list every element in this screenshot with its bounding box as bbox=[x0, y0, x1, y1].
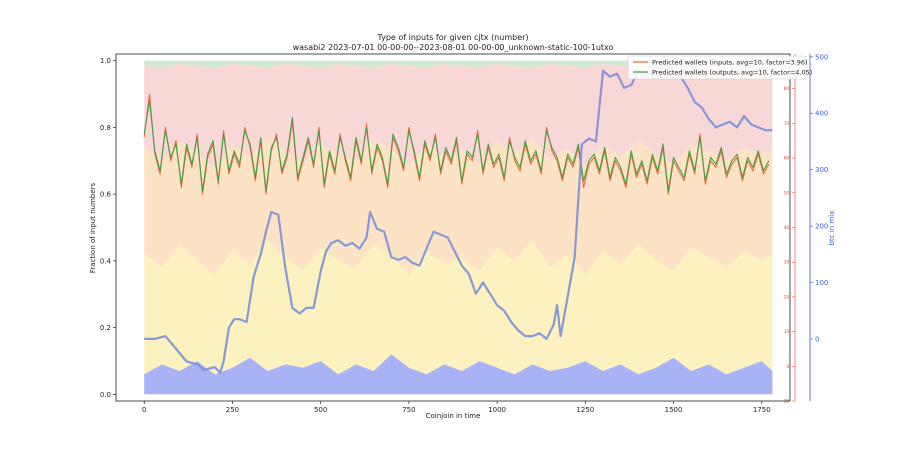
x-tick-label: 750 bbox=[402, 406, 415, 414]
x-tick-label: 1750 bbox=[753, 406, 771, 414]
y3-tick-label: 70 bbox=[784, 121, 790, 126]
y3-tick-label: 10 bbox=[784, 329, 790, 334]
y2-tick-label: 400 bbox=[815, 110, 828, 118]
x-tick-label: 1250 bbox=[576, 406, 594, 414]
y2-tick-label: 200 bbox=[815, 223, 828, 231]
legend-label-outputs: Predicted wallets (outputs, avg=10, fact… bbox=[652, 69, 812, 77]
y-tick-label: 0.2 bbox=[100, 324, 111, 332]
y3-tick-label: 50 bbox=[784, 190, 790, 195]
y3-tick-label: 40 bbox=[784, 225, 790, 230]
band-blue bbox=[144, 354, 773, 395]
y3-tick-label: 80 bbox=[784, 86, 790, 91]
y-axis: 0.0 0.2 0.4 0.6 0.8 1.0 bbox=[100, 57, 116, 399]
legend-box bbox=[627, 55, 807, 80]
plot-frame bbox=[115, 53, 791, 402]
secondary-y-axis-label: btc in mix bbox=[828, 211, 836, 246]
chart-title: Type of inputs for given cjtx (number) bbox=[376, 33, 528, 42]
y3-tick-label: 60 bbox=[784, 156, 790, 161]
y2-tick-label: 500 bbox=[815, 53, 828, 61]
secondary-y-axis: 0 100 200 300 400 500 bbox=[809, 53, 828, 401]
band-pink bbox=[144, 64, 773, 168]
y-tick-label: 1.0 bbox=[100, 57, 111, 65]
stacked-input-bands bbox=[144, 60, 773, 395]
y2-tick-label: 100 bbox=[815, 279, 828, 287]
y-tick-label: 0.6 bbox=[100, 191, 112, 199]
y-tick-label: 0.0 bbox=[100, 391, 111, 399]
y3-tick-label: 20 bbox=[784, 294, 790, 299]
x-axis-label: Coinjoin in time bbox=[426, 412, 481, 420]
x-tick-label: 1500 bbox=[665, 406, 683, 414]
y2-tick-label: 0 bbox=[815, 335, 819, 343]
x-tick-label: 250 bbox=[226, 406, 239, 414]
y-tick-label: 0.4 bbox=[100, 257, 112, 265]
x-tick-label: 0 bbox=[142, 406, 146, 414]
band-yellow bbox=[144, 240, 773, 375]
band-green bbox=[144, 60, 773, 68]
y-tick-label: 0.8 bbox=[100, 124, 111, 132]
x-tick-label: 1000 bbox=[488, 406, 506, 414]
y-axis-label: Fraction of input numbers bbox=[89, 182, 97, 273]
legend-label-inputs: Predicted wallets (inputs, avg=10, facto… bbox=[652, 59, 808, 67]
band-orange bbox=[144, 137, 773, 275]
y3-tick-label: 0 bbox=[786, 364, 789, 369]
series-line-outputs bbox=[143, 100, 770, 192]
legend: Predicted wallets (inputs, avg=10, facto… bbox=[627, 55, 812, 80]
x-tick-label: 500 bbox=[314, 406, 327, 414]
y2-tick-label: 300 bbox=[815, 166, 828, 174]
chart-subtitle: wasabi2 2023-07-01 00-00-00--2023-08-01 … bbox=[293, 43, 614, 52]
x-axis: 0 250 500 750 1000 1250 1500 1750 bbox=[142, 401, 771, 414]
y3-tick-label: 30 bbox=[784, 260, 790, 265]
